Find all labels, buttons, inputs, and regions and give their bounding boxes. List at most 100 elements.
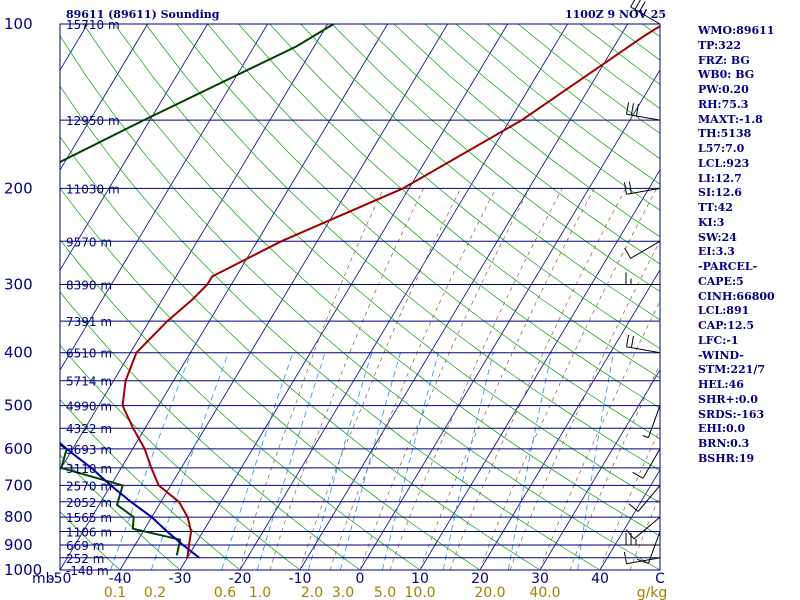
- wind-barb-flag: [625, 529, 635, 540]
- dry-adiabat: [60, 398, 241, 570]
- wind-barb: [626, 334, 661, 354]
- parcel-line: [60, 441, 200, 559]
- celsius-label: C: [655, 571, 665, 587]
- wind-barb: [632, 448, 661, 479]
- wind-barb: [624, 240, 661, 259]
- wind-barb-flag: [623, 182, 627, 195]
- wind-barb-staff: [626, 113, 661, 121]
- wind-barb: [623, 181, 661, 195]
- temperature-line: [121, 25, 660, 558]
- dry-adiabat: [60, 239, 421, 570]
- height-label: 2570 m: [66, 479, 112, 493]
- stat-item: STM:221/7: [698, 363, 765, 377]
- stat-item: LI:12.7: [698, 171, 742, 185]
- wind-barb-flag: [623, 551, 627, 564]
- pressure-tick-label: 1000: [4, 561, 42, 579]
- dry-adiabat: [114, 24, 660, 504]
- pressure-tick-label: 300: [4, 276, 33, 294]
- wind-barb-flag: [626, 334, 630, 347]
- stat-item: LFC:-1: [698, 333, 739, 347]
- wind-barb-staff: [630, 240, 661, 259]
- stats-panel: WMO:89611 TP:322 FRZ: BG WB0: BG PW:0.20 RH:7…: [698, 24, 775, 467]
- wind-barb: [625, 516, 661, 540]
- isotherm: [60, 24, 388, 570]
- stat-item: WMO:89611: [698, 24, 775, 37]
- wind-barb-flag: [634, 0, 641, 10]
- mixing-ratio-label: 0.2: [144, 585, 166, 600]
- wind-barb-half: [642, 435, 649, 439]
- wind-barb-flag: [628, 503, 639, 512]
- temperature-tick-label: -20: [229, 571, 252, 587]
- dry-adiabat: [83, 24, 660, 537]
- temperature-tick-label: -10: [289, 571, 312, 587]
- stat-item: SHR+:0.0: [698, 392, 758, 406]
- dry-adiabat: [60, 291, 361, 570]
- height-label: 3693 m: [66, 443, 112, 457]
- pressure-tick-label: 500: [4, 397, 33, 415]
- wind-barb-staff: [626, 346, 661, 354]
- wind-barb: [630, 0, 661, 25]
- x-unit-label: mb: [32, 571, 55, 587]
- moist-adiabat: [449, 188, 627, 570]
- wind-barb-flag: [632, 471, 644, 479]
- isotherm: [599, 469, 660, 570]
- moist-adiabat: [509, 240, 660, 570]
- stat-item: FRZ: BG: [698, 53, 750, 67]
- wind-barb: [636, 531, 661, 564]
- height-label: 2052 m: [66, 496, 112, 510]
- wind-barb: [625, 272, 660, 285]
- temperature-tick-label: 40: [591, 571, 609, 587]
- height-label: 669 m: [66, 539, 104, 553]
- stat-item: WB0: BG: [698, 68, 755, 82]
- wind-barb: [642, 405, 661, 439]
- stat-item: TT:42: [698, 201, 733, 214]
- temperature-tick-label: 0: [356, 571, 365, 587]
- wind-barb-staff: [637, 485, 661, 512]
- stat-item: CAPE:5: [698, 274, 744, 288]
- temperature-tick-label: 20: [471, 571, 489, 587]
- isotherm: [60, 24, 148, 171]
- mixing-ratio-label: 1.0: [249, 585, 271, 600]
- pressure-tick-label: 100: [4, 15, 33, 33]
- height-label: 9570 m: [66, 235, 112, 249]
- wind-barb-flag: [628, 181, 632, 194]
- stat-item: RH:75.3: [698, 97, 749, 111]
- wind-barb-flag: [635, 104, 639, 117]
- mixing-ratio-label: 2.0: [301, 585, 323, 600]
- moist-adiabat: [389, 188, 563, 570]
- moist-adiabat: [359, 188, 530, 570]
- stat-item: KI:3: [698, 215, 725, 229]
- stat-item: CINH:66800: [698, 289, 775, 303]
- stat-item: LCL:891: [698, 304, 750, 318]
- isotherm: [60, 24, 268, 371]
- isotherm: [479, 269, 660, 570]
- wind-barb-staff: [630, 6, 661, 25]
- wind-barb: [626, 102, 661, 121]
- stat-item: TH:5138: [698, 127, 752, 141]
- height-label: 5714 m: [66, 375, 112, 389]
- wind-barb-flag: [630, 0, 636, 8]
- height-label: 4990 m: [66, 400, 112, 414]
- mixing-ratio-label: 5.0: [374, 585, 396, 600]
- stat-item: CAP:12.5: [698, 319, 755, 332]
- height-label: 1106 m: [66, 526, 112, 540]
- wind-barb-staff: [647, 531, 661, 564]
- mixing-ratio-line: [308, 352, 373, 570]
- wind-barb-staff: [626, 187, 661, 195]
- mixing-ratio-label: 20.0: [474, 585, 505, 600]
- mixing-ratio-label: g/kg: [637, 585, 668, 600]
- stat-item: EI:3.3: [698, 245, 735, 259]
- isotherm: [179, 24, 508, 570]
- stat-item: HEL:46: [698, 378, 744, 391]
- wind-barb-staff: [647, 405, 661, 438]
- height-label: 3110 m: [66, 462, 112, 476]
- pressure-tick-label: 600: [4, 440, 33, 458]
- mixing-ratio-line: [442, 352, 494, 570]
- mixing-ratio-line: [110, 352, 192, 570]
- pressure-tick-label: 400: [4, 344, 33, 362]
- pressure-tick-label: 800: [4, 508, 33, 526]
- wind-barb: [628, 485, 661, 512]
- height-label: 1565 m: [66, 511, 112, 525]
- wind-barb-flag: [626, 102, 630, 115]
- height-label: 12950 m: [66, 114, 120, 128]
